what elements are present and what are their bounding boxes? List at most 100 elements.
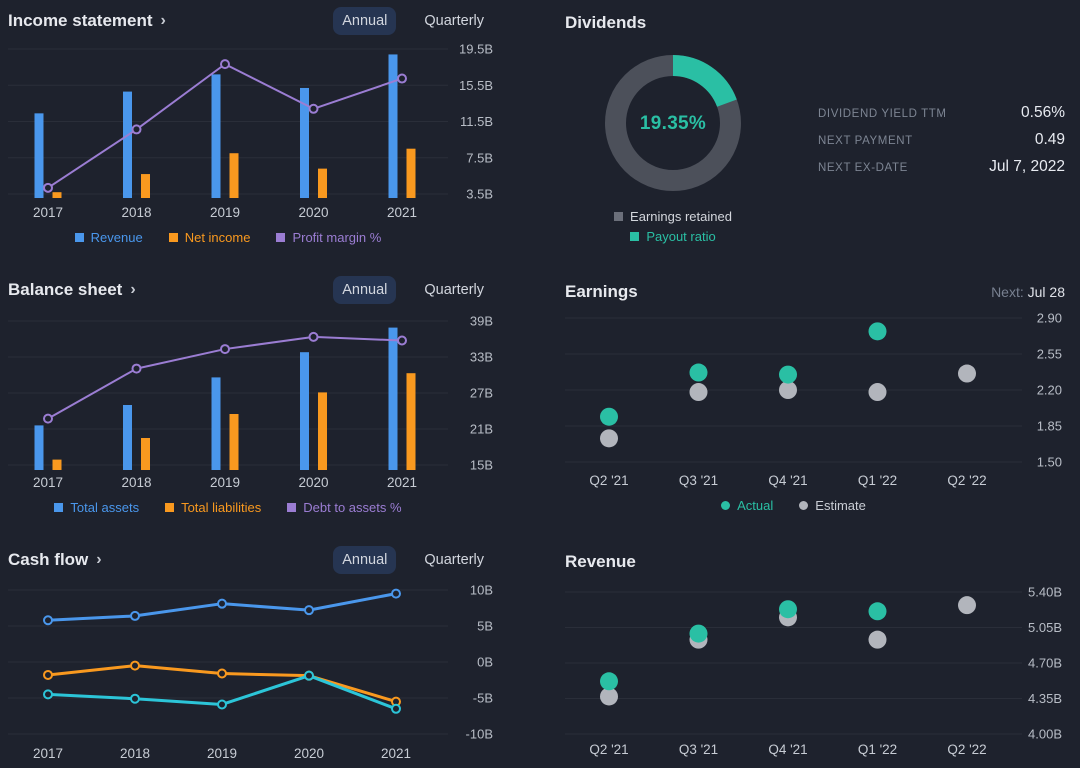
revenue-dot-actual[interactable] — [779, 600, 797, 619]
income-bar-revenue[interactable] — [388, 54, 398, 198]
y-tick-label: 3.5B — [466, 187, 493, 202]
earnings-dot-estimate[interactable] — [868, 383, 887, 402]
income-bar-revenue[interactable] — [300, 87, 309, 198]
cashflow-line-marker[interactable] — [391, 588, 401, 599]
income-statement-title-link[interactable]: Income statement › — [8, 11, 166, 31]
balance-line-marker[interactable] — [43, 413, 53, 424]
earnings-dot-estimate[interactable] — [689, 383, 708, 402]
balance-bar-total-assets[interactable] — [300, 352, 309, 470]
legend-item-net-income[interactable]: Net income — [168, 230, 250, 245]
cashflow-line-marker[interactable] — [304, 670, 314, 681]
income-annual-button[interactable]: Annual — [333, 7, 397, 35]
balance-line-marker[interactable] — [131, 363, 142, 374]
income-bar-net-income[interactable] — [141, 174, 150, 198]
legend-item-earnings-retained[interactable]: Earnings retained — [614, 209, 732, 224]
balance-bar-total-assets[interactable] — [123, 405, 132, 470]
earnings-dot-actual[interactable] — [689, 363, 708, 382]
cash-flow-header: Cash flow › Annual Quarterly — [8, 544, 493, 576]
cashflow-line-marker[interactable] — [130, 610, 140, 621]
revenue-dot-estimate[interactable] — [600, 687, 618, 706]
balance-bar-total-assets[interactable] — [388, 327, 398, 470]
earnings-dot-estimate[interactable] — [600, 429, 618, 448]
cashflow-line-marker[interactable] — [43, 669, 53, 680]
balance-line-marker[interactable] — [220, 344, 230, 355]
cashflow-line-marker[interactable] — [304, 605, 314, 616]
stat-value: 0.56% — [1021, 104, 1065, 121]
earnings-dot-actual[interactable] — [779, 365, 797, 384]
x-tick-label: 2020 — [298, 205, 328, 220]
legend-item-actual[interactable]: Actual — [721, 498, 773, 513]
legend-item-total-liabilities[interactable]: Total liabilities — [165, 500, 261, 515]
earnings-legend: Actual Estimate — [565, 498, 1022, 513]
cashflow-annual-button[interactable]: Annual — [333, 546, 397, 574]
balance-bar-total-liabilities[interactable] — [406, 373, 416, 470]
income-line-marker[interactable] — [131, 124, 142, 135]
earnings-dot-estimate[interactable] — [958, 364, 976, 383]
income-line-marker[interactable] — [220, 59, 230, 70]
y-tick-label: 21B — [470, 422, 493, 437]
income-line-marker[interactable] — [308, 103, 319, 114]
stat-value: 0.49 — [1034, 131, 1065, 148]
chevron-right-icon: › — [130, 281, 136, 298]
next-value: Jul 28 — [1027, 284, 1065, 300]
balance-bar-total-assets[interactable] — [211, 377, 221, 470]
legend-item-estimate[interactable]: Estimate — [799, 498, 866, 513]
x-tick-label: 2020 — [294, 746, 324, 761]
earnings-dot-actual[interactable] — [868, 322, 887, 341]
cash-flow-title-link[interactable]: Cash flow › — [8, 550, 102, 570]
income-line-marker[interactable] — [397, 73, 407, 84]
income-bar-revenue[interactable] — [34, 113, 44, 198]
income-bar-net-income[interactable] — [52, 192, 62, 198]
balance-line-marker[interactable] — [397, 335, 407, 346]
income-bar-net-income[interactable] — [229, 153, 239, 198]
revenue-dot-estimate[interactable] — [958, 596, 976, 615]
income-bar-net-income[interactable] — [406, 148, 416, 198]
legend-item-profit-margin-[interactable]: Profit margin % — [276, 230, 381, 245]
legend-item-payout-ratio[interactable]: Payout ratio — [630, 229, 716, 244]
balance-quarterly-button[interactable]: Quarterly — [415, 276, 493, 304]
balance-bar-total-liabilities[interactable] — [52, 459, 62, 470]
cashflow-line-marker[interactable] — [130, 660, 140, 671]
donut-payout-ratio-slice[interactable] — [605, 55, 741, 191]
revenue-dot-estimate[interactable] — [868, 630, 887, 649]
revenue-dot-actual[interactable] — [689, 624, 708, 643]
cashflow-line-marker[interactable] — [217, 699, 227, 710]
revenue-dot-actual[interactable] — [868, 602, 887, 621]
balance-sheet-title-link[interactable]: Balance sheet › — [8, 280, 136, 300]
cashflow-line-marker[interactable] — [43, 615, 53, 626]
balance-annual-button[interactable]: Annual — [333, 276, 397, 304]
cashflow-line-marker[interactable] — [391, 703, 401, 714]
revenue-dot-actual[interactable] — [600, 672, 618, 691]
income-bar-revenue[interactable] — [123, 91, 132, 198]
balance-bar-total-assets[interactable] — [34, 425, 44, 470]
balance-bar-total-liabilities[interactable] — [318, 392, 327, 470]
x-tick-label: 2018 — [120, 746, 150, 761]
legend-label: Total assets — [70, 500, 140, 515]
cashflow-line-marker[interactable] — [217, 668, 227, 679]
legend-item-debt-to-assets-[interactable]: Debt to assets % — [287, 500, 402, 515]
cashflow-line-marker[interactable] — [217, 598, 227, 609]
balance-line-marker[interactable] — [308, 331, 319, 342]
earnings-dot-actual[interactable] — [600, 407, 618, 426]
y-tick-label: 39B — [470, 314, 493, 329]
legend-chip — [276, 233, 286, 242]
income-line-marker[interactable] — [43, 182, 53, 193]
legend-label: Total liabilities — [181, 500, 262, 515]
cashflow-line-marker[interactable] — [130, 693, 140, 704]
income-bar-net-income[interactable] — [318, 168, 327, 198]
y-tick-label: 2.20 — [1037, 383, 1062, 398]
income-line-profit-margin-[interactable] — [47, 63, 403, 189]
legend-item-revenue[interactable]: Revenue — [74, 230, 143, 245]
y-tick-label: 0B — [477, 655, 493, 670]
cashflow-quarterly-button[interactable]: Quarterly — [415, 546, 493, 574]
x-tick-label: Q1 '22 — [858, 473, 897, 488]
cashflow-line-marker[interactable] — [43, 689, 53, 700]
legend-item-total-assets[interactable]: Total assets — [54, 500, 139, 515]
income-bar-revenue[interactable] — [211, 74, 221, 198]
balance-bar-total-liabilities[interactable] — [141, 438, 150, 470]
earnings-dot-estimate[interactable] — [779, 381, 797, 399]
balance-bar-total-liabilities[interactable] — [229, 414, 239, 470]
x-tick-label: 2019 — [210, 475, 240, 490]
x-tick-label: Q1 '22 — [858, 742, 897, 757]
income-quarterly-button[interactable]: Quarterly — [415, 7, 493, 35]
